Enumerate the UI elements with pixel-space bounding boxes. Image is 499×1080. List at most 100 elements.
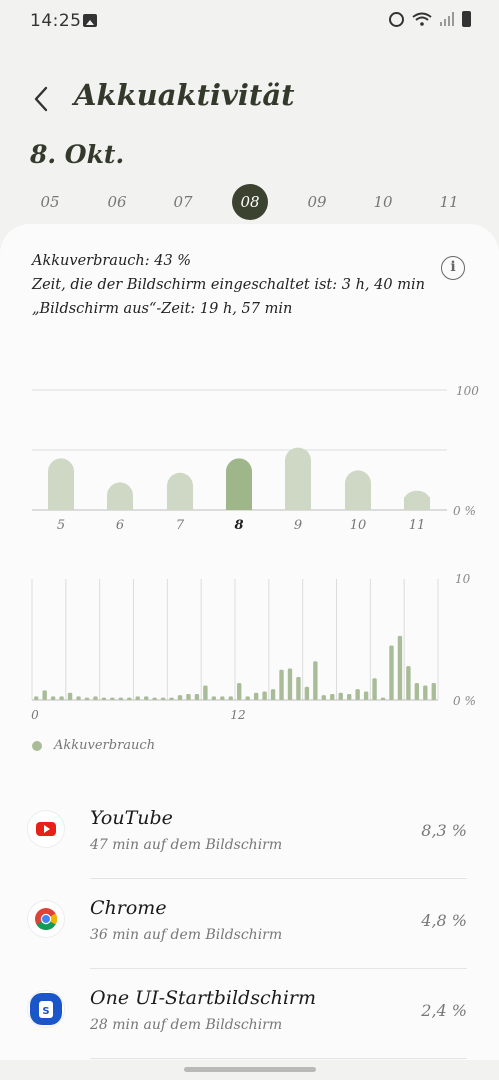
daily-bar-base: [345, 497, 371, 510]
day-05[interactable]: 05: [40, 193, 60, 211]
hourly-bar: [330, 693, 335, 700]
daily-bar-base: [48, 497, 74, 510]
one-ui-home-icon: S: [28, 991, 64, 1027]
page-title: Akkuaktivität: [74, 78, 295, 112]
hourly-bar: [84, 697, 90, 700]
hourly-bar: [101, 697, 107, 700]
day-10[interactable]: 10: [373, 193, 393, 211]
screen-off-time: „Bildschirm aus“-Zeit: 19 h, 57 min: [32, 301, 293, 317]
hourly-bar: [50, 696, 56, 700]
hourly-bar: [186, 693, 191, 700]
hourly-bar: [380, 697, 386, 700]
hourly-bar: [211, 696, 217, 700]
hourly-bar: [220, 696, 225, 700]
hourly-bar: [372, 678, 377, 700]
hourly-bar: [228, 696, 233, 700]
screen-on-time: Zeit, die der Bildschirm eingeschaltet i…: [32, 277, 425, 293]
header: Akkuaktivität: [0, 72, 499, 124]
y-tick-label: 0 %: [453, 504, 476, 518]
app-usage-percent: 2,4 %: [421, 1001, 467, 1020]
day-07[interactable]: 07: [173, 193, 193, 211]
daily-bar[interactable]: [285, 447, 311, 510]
y-tick-label: 10: [455, 572, 471, 586]
day-08[interactable]: 08: [232, 184, 268, 220]
navigation-bar: [0, 1060, 499, 1080]
app-row[interactable]: S One UI-Startbildschirm 28 min auf dem Bi…: [0, 969, 499, 1059]
app-screen-time: 28 min auf dem Bildschirm: [90, 1017, 283, 1033]
x-tick-label: 7: [176, 518, 185, 533]
hourly-bar: [389, 645, 394, 700]
hourly-bar: [93, 696, 98, 700]
y-tick-label: 0 %: [453, 694, 476, 708]
x-tick-label: 6: [116, 518, 124, 533]
hourly-bar: [169, 697, 174, 700]
hourly-bar: [253, 692, 259, 700]
daily-bar-base: [285, 497, 311, 510]
daily-bar-base: [107, 497, 133, 510]
app-screen-time: 47 min auf dem Bildschirm: [90, 837, 283, 853]
divider: [90, 878, 467, 879]
divider: [90, 1058, 467, 1059]
hourly-bar: [42, 690, 47, 700]
hourly-bar: [67, 692, 73, 700]
signal-icon: [440, 12, 454, 26]
day-11[interactable]: 11: [439, 193, 459, 211]
hourly-bar: [160, 697, 166, 700]
hourly-bar: [110, 697, 115, 700]
status-bar: 14:25: [0, 0, 499, 44]
hourly-bar: [321, 695, 327, 700]
hourly-bar: [355, 689, 360, 700]
hourly-bar: [194, 693, 200, 700]
hourly-bar: [237, 683, 242, 700]
wifi-icon: [412, 12, 432, 26]
daily-bar-base: [404, 497, 430, 510]
hourly-bar: [363, 691, 369, 700]
chart-legend: Akkuverbrauch: [32, 738, 155, 753]
hourly-bar: [34, 696, 39, 700]
back-button[interactable]: [26, 82, 60, 116]
chrome-icon: [28, 901, 64, 937]
app-row[interactable]: Chrome 36 min auf dem Bildschirm 4,8 %: [0, 879, 499, 969]
app-screen-time: 36 min auf dem Bildschirm: [90, 927, 283, 943]
app-name: One UI-Startbildschirm: [90, 987, 317, 1009]
x-tick-label: 10: [350, 518, 367, 533]
hourly-bar: [270, 689, 276, 700]
day-06[interactable]: 06: [107, 193, 127, 211]
hourly-bar: [304, 686, 310, 700]
hourly-bar: [177, 695, 183, 700]
legend-label: Akkuverbrauch: [54, 738, 156, 753]
x-tick-label: 0: [31, 708, 39, 722]
hourly-bar: [203, 685, 208, 700]
y-tick-label: 100: [456, 384, 479, 398]
hourly-bar: [152, 697, 157, 700]
legend-dot: [32, 740, 42, 751]
app-row[interactable]: YouTube 47 min auf dem Bildschirm 8,3 %: [0, 789, 499, 879]
hourly-bar: [118, 697, 124, 700]
alarm-icon: [389, 11, 404, 27]
daily-usage-chart: 100 0 % 5 6 7 8 9 10 11: [32, 384, 479, 533]
app-usage-percent: 4,8 %: [421, 911, 467, 930]
app-usage-percent: 8,3 %: [421, 821, 467, 840]
info-icon[interactable]: i: [441, 256, 465, 280]
hourly-bar: [313, 661, 318, 700]
day-09[interactable]: 09: [307, 193, 327, 211]
hourly-bar: [346, 693, 352, 700]
hourly-usage-chart: 10 0 % 0 12: [31, 572, 476, 722]
app-name: Chrome: [90, 897, 167, 919]
hourly-bar: [279, 669, 284, 700]
hourly-bar: [76, 696, 81, 700]
hourly-bar: [262, 691, 267, 700]
status-icons: [389, 11, 471, 27]
hourly-bar: [287, 668, 293, 700]
day-selector: 05 06 07 08 09 10 11: [18, 184, 481, 220]
home-handle[interactable]: [184, 1067, 316, 1072]
hourly-bar: [245, 696, 250, 700]
divider: [90, 968, 467, 969]
date-title: 8. Okt.: [30, 140, 125, 169]
daily-bar-base: [226, 497, 252, 510]
app-name: YouTube: [90, 807, 173, 829]
hourly-bar: [414, 683, 420, 700]
hourly-bar: [338, 692, 343, 700]
battery-icon: [462, 11, 471, 27]
hourly-bar: [296, 677, 301, 700]
